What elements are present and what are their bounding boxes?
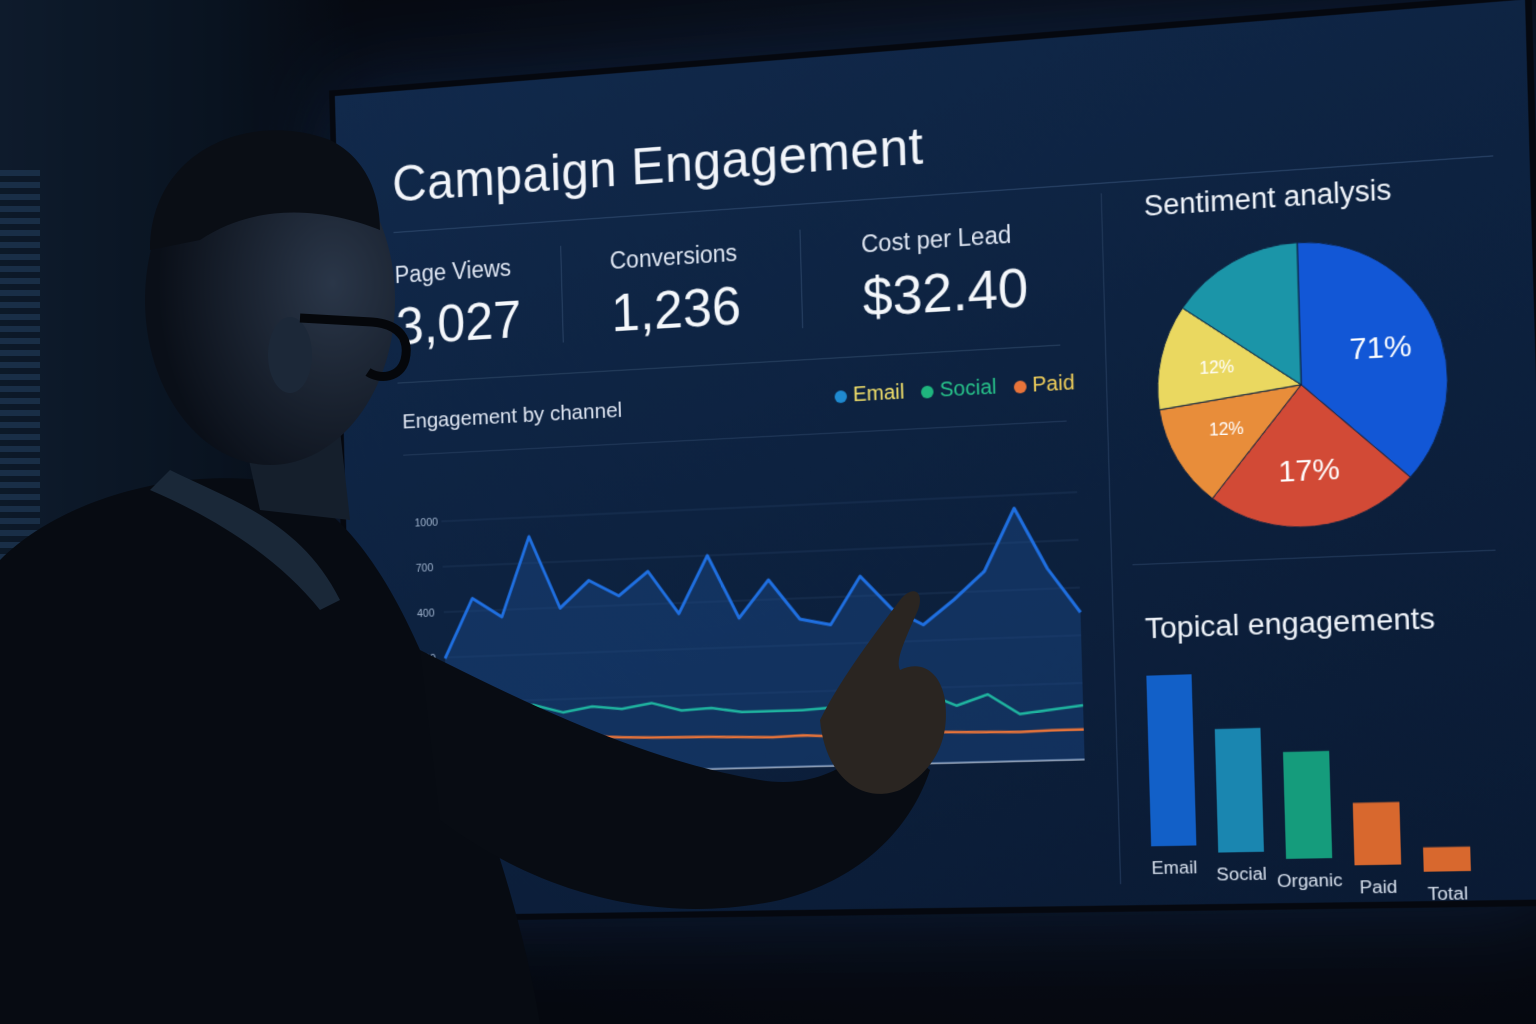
x-tick-label: Arr 15 — [644, 789, 683, 795]
bar — [1423, 846, 1471, 872]
kpi-label: Cost per Lead — [860, 220, 1012, 258]
kpi-label: Conversions — [609, 239, 738, 275]
x-tick-label: Sep 17 — [846, 794, 892, 796]
pie-slice-label: 12% — [1199, 358, 1234, 378]
panel-divider — [1100, 193, 1122, 885]
kpi-cost-per-lead[interactable]: Cost per Lead $32.40 — [861, 220, 1029, 330]
kpi-value: 3,027 — [395, 290, 523, 357]
chart-legend: Email Social Paid — [834, 371, 1075, 408]
topical-bar-chart[interactable]: Email Social Organic Paid Total — [1124, 648, 1505, 905]
legend-item-paid[interactable]: Paid — [1013, 371, 1075, 399]
legend-item-email[interactable]: Email — [834, 381, 905, 409]
bar — [1214, 727, 1264, 853]
bar-category-label: Social — [1216, 863, 1267, 884]
legend-dot — [834, 389, 848, 403]
bar — [1352, 801, 1402, 866]
pie-slice — [1155, 301, 1301, 410]
grid-line — [441, 492, 1077, 521]
background-wall — [0, 0, 360, 1024]
legend-item-social[interactable]: Social — [920, 375, 997, 404]
chart-title: Engagement by channel — [402, 398, 623, 434]
bar — [1283, 750, 1333, 859]
kpi-divider — [560, 245, 564, 343]
kpi-conversions[interactable]: Conversions 1,236 — [609, 239, 741, 345]
page-title: Campaign Engagement — [391, 116, 925, 213]
section-label-channel-performance: nel performance — [467, 768, 638, 801]
pie-title: Sentiment analysis — [1143, 173, 1392, 223]
bar-title: Topical engagements — [1144, 601, 1436, 645]
kpi-value: $32.40 — [861, 257, 1029, 329]
x-tick-label: May 18 — [709, 790, 756, 795]
kpi-page-views[interactable]: Page Views 3,027 — [394, 254, 522, 358]
pie-slice-label: 12% — [1209, 420, 1244, 440]
sentiment-pie-chart[interactable]: 71% 17% 12% 12% — [1145, 222, 1484, 552]
x-tick-label: Aug, 18 — [774, 792, 824, 795]
y-tick-label: 400 — [417, 607, 435, 620]
legend-dot — [1013, 379, 1027, 394]
display-screen-frame: Campaign Engagement Page Views 3,027 Con… — [329, 0, 1536, 980]
series-area-email — [441, 505, 1085, 776]
bar-category-label: Email — [1151, 857, 1197, 878]
legend-label: Paid — [1031, 371, 1075, 397]
kpi-label: Page Views — [394, 254, 512, 289]
pie-slice-label: 71% — [1349, 328, 1412, 365]
kpi-value: 1,236 — [610, 276, 742, 344]
bar — [1146, 674, 1197, 847]
legend-label: Email — [852, 380, 905, 407]
pie-slice-label: 17% — [1278, 452, 1341, 488]
pie-divider — [1132, 549, 1496, 566]
dashboard-screen: Campaign Engagement Page Views 3,027 Con… — [329, 0, 1536, 923]
legend-label: Social — [939, 375, 997, 402]
y-tick-label: 700 — [416, 562, 434, 575]
y-tick-label: 1000 — [414, 516, 438, 529]
engagement-line-chart[interactable]: 1000700400400300Jul 10Au 71Arr 15May 18A… — [383, 428, 1096, 795]
window-blinds — [0, 170, 40, 590]
bar-category-label: Organic — [1277, 870, 1343, 892]
legend-dot — [920, 384, 934, 399]
y-tick-label: 400 — [418, 653, 436, 666]
x-tick-label: Nov 9 — [1070, 792, 1096, 795]
kpi-divider — [799, 229, 804, 329]
y-tick-label: 300 — [419, 698, 437, 711]
bar-category-label: Paid — [1359, 876, 1397, 897]
bar-category-label: Total — [1428, 883, 1469, 904]
